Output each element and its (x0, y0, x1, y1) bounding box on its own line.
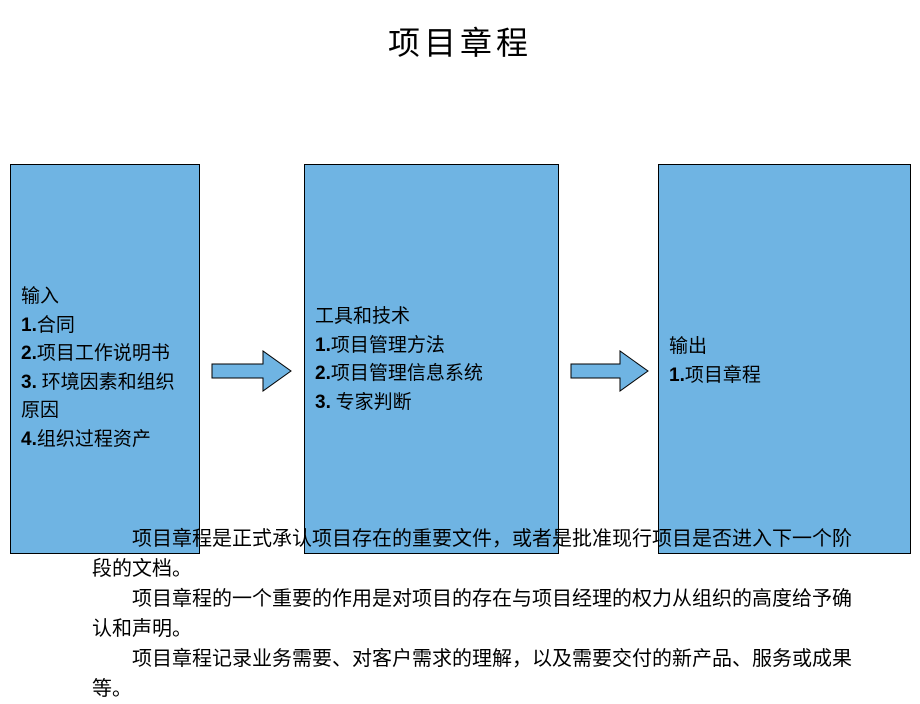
box-heading: 输入 (21, 283, 189, 312)
output-box-content: 输出1.项目章程 (669, 333, 900, 390)
tools-box: 工具和技术1.项目管理方法2.项目管理信息系统3. 专家判断 (304, 164, 559, 554)
box-item: 4.组织过程资产 (21, 426, 189, 455)
item-text: 组织过程资产 (37, 429, 151, 450)
description-paragraph: 项目章程的一个重要的作用是对项目的存在与项目经理的权力从组织的高度给予确认和声明… (92, 584, 868, 644)
description-paragraph: 项目章程记录业务需要、对客户需求的理解，以及需要交付的新产品、服务或成果等。 (92, 644, 868, 704)
item-text: 环境因素和组织原因 (21, 372, 175, 422)
item-number: 4. (21, 429, 37, 450)
arrow-icon-2 (570, 349, 650, 393)
item-number: 1. (315, 335, 331, 356)
box-item: 2.项目工作说明书 (21, 340, 189, 369)
box-item: 1.合同 (21, 312, 189, 341)
item-text: 项目管理信息系统 (331, 363, 483, 384)
item-number: 3. (315, 392, 331, 413)
box-heading: 工具和技术 (315, 303, 548, 332)
item-text: 项目工作说明书 (37, 343, 170, 364)
tools-box-content: 工具和技术1.项目管理方法2.项目管理信息系统3. 专家判断 (315, 303, 548, 417)
page-title: 项目章程 (0, 0, 920, 74)
box-item: 2.项目管理信息系统 (315, 360, 548, 389)
item-number: 2. (315, 363, 331, 384)
diagram-container: 输入1.合同2.项目工作说明书3. 环境因素和组织原因4.组织过程资产 工具和技… (0, 74, 920, 474)
box-item: 1.项目管理方法 (315, 332, 548, 361)
box-heading: 输出 (669, 333, 900, 362)
item-text: 项目章程 (685, 365, 761, 386)
item-text: 合同 (37, 315, 75, 336)
description-text: 项目章程是正式承认项目存在的重要文件，或者是批准现行项目是否进入下一个阶段的文档… (92, 524, 868, 704)
input-box: 输入1.合同2.项目工作说明书3. 环境因素和组织原因4.组织过程资产 (10, 164, 200, 554)
item-number: 3. (21, 372, 37, 393)
input-box-content: 输入1.合同2.项目工作说明书3. 环境因素和组织原因4.组织过程资产 (21, 283, 189, 454)
description-paragraph: 项目章程是正式承认项目存在的重要文件，或者是批准现行项目是否进入下一个阶段的文档… (92, 524, 868, 584)
arrow-icon-1 (211, 349, 293, 393)
box-item: 1.项目章程 (669, 362, 900, 391)
item-number: 1. (669, 365, 685, 386)
item-text: 项目管理方法 (331, 335, 445, 356)
output-box: 输出1.项目章程 (658, 164, 911, 554)
box-item: 3. 环境因素和组织原因 (21, 369, 189, 426)
item-number: 2. (21, 343, 37, 364)
item-number: 1. (21, 315, 37, 336)
box-item: 3. 专家判断 (315, 389, 548, 418)
item-text: 专家判断 (331, 392, 412, 413)
